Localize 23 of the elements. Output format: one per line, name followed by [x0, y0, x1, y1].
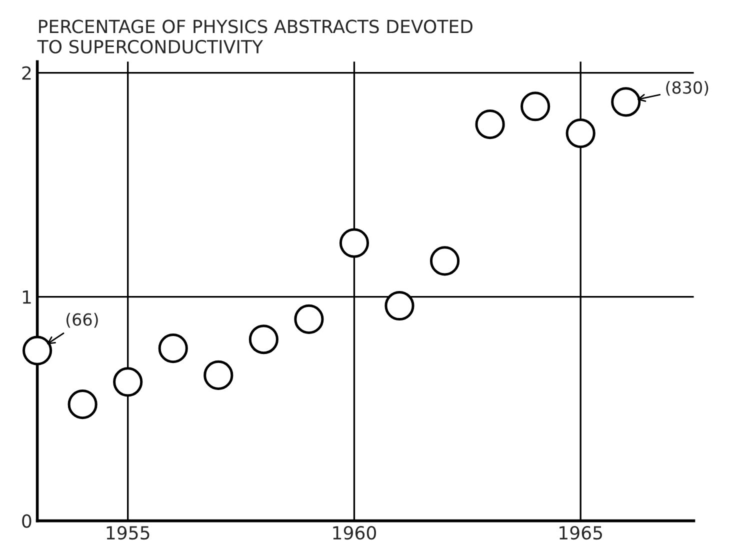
point	[566, 118, 596, 148]
x-tick-label: 1965	[560, 526, 602, 540]
point	[248, 324, 278, 354]
point	[520, 92, 550, 122]
point	[113, 367, 143, 397]
annotation: (830)	[666, 80, 708, 96]
point	[22, 336, 52, 366]
chart-title: PERCENTAGE OF PHYSICS ABSTRACTS DEVOTED TO SUPERCONDUCTIVITY	[37, 20, 472, 54]
x-tick-label: 1960	[333, 526, 376, 540]
point	[611, 87, 641, 117]
point	[204, 360, 234, 390]
y-tick-label: 2	[22, 66, 31, 80]
y-tick-label: 1	[22, 290, 31, 304]
y-tick-label: 0	[22, 514, 32, 528]
point	[294, 304, 324, 334]
x-tick-label: 1955	[106, 526, 150, 540]
point	[68, 390, 98, 420]
point	[475, 110, 505, 140]
point	[384, 290, 414, 321]
point	[339, 228, 370, 258]
point	[430, 246, 460, 276]
point	[158, 334, 188, 364]
annotation: (66)	[66, 312, 98, 328]
